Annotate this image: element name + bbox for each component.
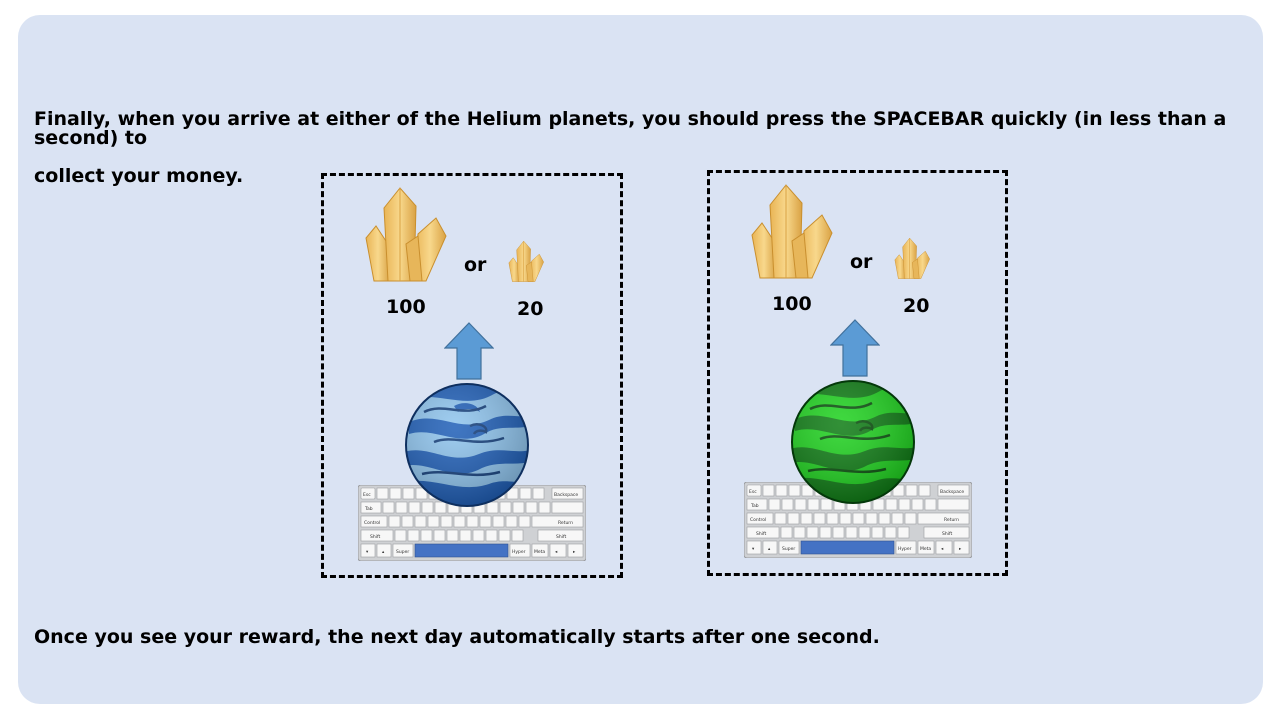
- reward-low-value: 20: [903, 295, 930, 317]
- crystal-icon: [364, 186, 456, 286]
- reward-panel-green: or 100 20: [707, 170, 1008, 576]
- reward-high-value: 100: [386, 296, 426, 318]
- up-arrow-icon: [444, 322, 494, 380]
- crystal-icon: [894, 237, 934, 281]
- instruction-card: [18, 15, 1263, 704]
- or-label: or: [850, 251, 873, 273]
- crystal-icon: [750, 183, 842, 283]
- instruction-line-2: collect your money.: [34, 165, 244, 187]
- reward-low-value: 20: [517, 298, 544, 320]
- reward-panel-blue: or 100 20: [321, 173, 623, 578]
- planet-icon: [791, 380, 915, 504]
- instruction-line-1: Finally, when you arrive at either of th…: [34, 108, 1227, 149]
- instruction-line-3: Once you see your reward, the next day a…: [34, 626, 880, 648]
- reward-high-value: 100: [772, 293, 812, 315]
- up-arrow-icon: [830, 319, 880, 377]
- planet-icon: [405, 383, 529, 507]
- crystal-icon: [508, 240, 548, 284]
- or-label: or: [464, 254, 487, 276]
